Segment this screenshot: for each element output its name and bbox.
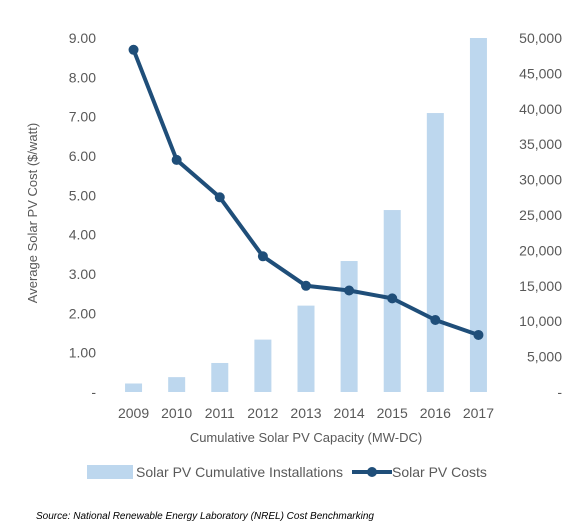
bar-2011	[211, 362, 229, 392]
left-tick-label: 9.00	[69, 30, 96, 46]
cost-point-2012	[257, 251, 268, 262]
cost-line	[131, 47, 481, 337]
cost-point-2013	[301, 280, 311, 291]
right-tick-label: 40,000	[519, 101, 562, 117]
legend-line-marker	[367, 467, 377, 477]
source-note: Source: National Renewable Energy Labora…	[36, 511, 374, 522]
bar-2016	[426, 113, 444, 392]
right-tick-label: 25,000	[519, 207, 562, 223]
bar-2017	[469, 38, 487, 392]
right-axis-ticks: - 5,000 10,000 15,000 20,000 25,000 30,000 35,0…	[519, 30, 562, 400]
legend-bar-label: Solar PV Cumulative Installations	[136, 464, 343, 480]
bar-2012	[254, 339, 272, 392]
x-tick-label: 2012	[247, 405, 278, 421]
legend-line-label: Solar PV Costs	[392, 464, 487, 480]
cost-point-2009	[128, 44, 139, 55]
left-tick-label: 8.00	[69, 69, 96, 85]
line-series	[128, 44, 484, 340]
left-tick-label: 7.00	[69, 109, 96, 125]
left-tick-label: -	[91, 384, 96, 400]
left-tick-label: 4.00	[69, 227, 96, 243]
legend: Solar PV Cumulative Installations Solar …	[87, 464, 487, 480]
combo-chart: - 1.00 2.00 3.00 4.00 5.00 6.00 7.00 8.00 9.00 - 5…	[25, 30, 562, 480]
x-axis-ticks: 2009 2010 2011 2012 2013 2014 2015 2016 2017	[118, 405, 494, 421]
right-tick-label: 50,000	[519, 30, 562, 46]
x-axis-title: Cumulative Solar PV Capacity (MW-DC)	[190, 430, 422, 445]
right-tick-label: 20,000	[519, 242, 562, 258]
right-tick-label: 30,000	[519, 172, 562, 188]
x-tick-label: 2010	[161, 405, 192, 421]
bar-2013	[297, 305, 315, 392]
x-tick-label: 2011	[205, 405, 235, 421]
left-tick-label: 3.00	[69, 266, 96, 282]
cost-point-2010	[171, 154, 182, 165]
right-tick-label: -	[557, 384, 562, 400]
left-tick-label: 2.00	[69, 305, 96, 321]
cost-point-2015	[387, 293, 398, 304]
right-tick-label: 35,000	[519, 136, 562, 152]
left-tick-label: 1.00	[69, 345, 96, 361]
cost-point-2011	[214, 192, 225, 203]
left-tick-label: 6.00	[69, 148, 96, 164]
bar-2014	[340, 261, 358, 392]
x-tick-label: 2015	[377, 405, 408, 421]
x-tick-label: 2017	[463, 405, 494, 421]
left-tick-label: 5.00	[69, 187, 96, 203]
right-tick-label: 15,000	[519, 278, 562, 294]
cost-point-2016	[430, 315, 441, 326]
bar-series	[125, 38, 487, 392]
cost-point-2014	[344, 285, 355, 296]
y-left-axis-title: Average Solar PV Cost ($/watt)	[25, 123, 40, 303]
x-tick-label: 2013	[290, 405, 321, 421]
bar-2010	[168, 377, 186, 392]
right-tick-label: 45,000	[519, 65, 562, 81]
x-tick-label: 2014	[334, 405, 365, 421]
cost-point-2017	[473, 329, 484, 340]
bar-2009	[125, 383, 143, 392]
legend-bar-swatch	[87, 465, 133, 479]
x-tick-label: 2009	[118, 405, 149, 421]
right-tick-label: 10,000	[519, 313, 562, 329]
x-tick-label: 2016	[420, 405, 451, 421]
left-axis-ticks: - 1.00 2.00 3.00 4.00 5.00 6.00 7.00 8.00 9.00	[69, 30, 97, 400]
right-tick-label: 5,000	[527, 349, 562, 365]
